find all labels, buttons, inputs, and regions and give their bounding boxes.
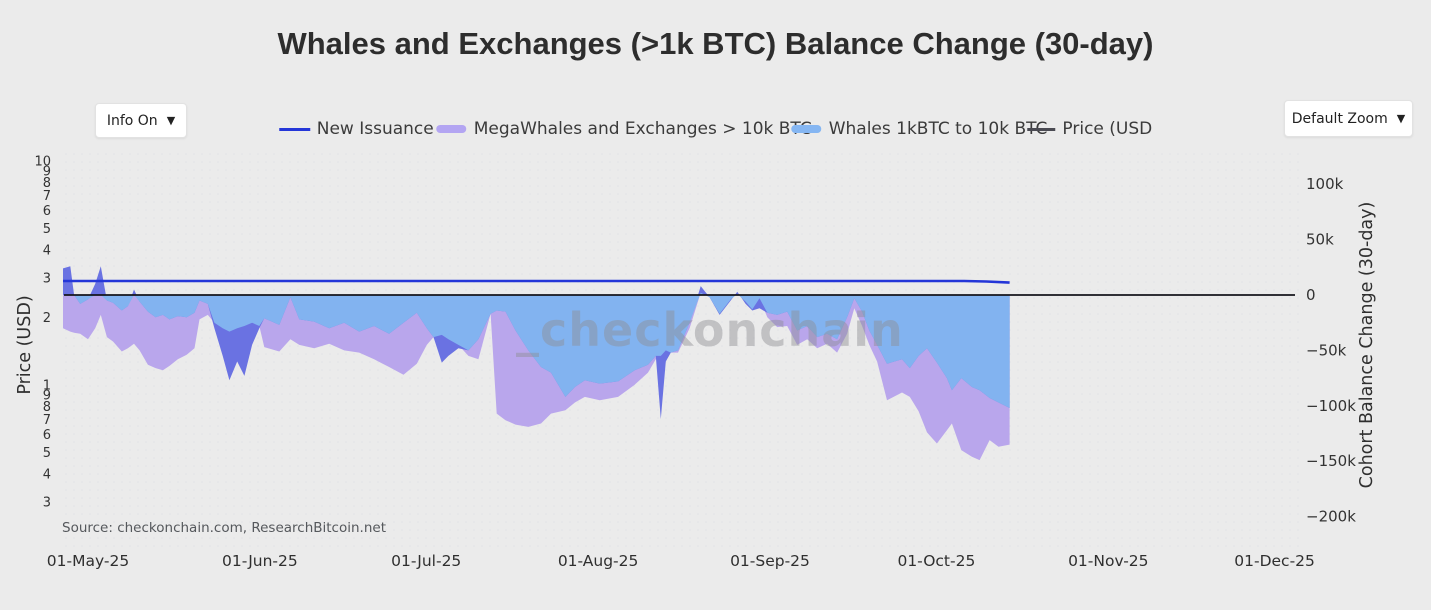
left-axis-tick-label: 1: [43, 379, 51, 394]
left-axis-tick-label: 3: [43, 496, 51, 511]
right-axis-tick-label: 0: [1306, 286, 1316, 304]
page-title: Whales and Exchanges (>1k BTC) Balance C…: [277, 26, 1154, 61]
right-axis-tick-label: 100k: [1306, 175, 1344, 193]
right-axis-tick-label: 50k: [1306, 231, 1334, 249]
left-axis-tick-label: 2: [43, 311, 51, 326]
x-axis-tick-label: 01-Jun-25: [222, 552, 298, 570]
legend-item-price[interactable]: Price (USD: [1027, 119, 1153, 139]
left-axis-tick-label: 10: [34, 155, 51, 170]
left-axis-tick-label: 7: [43, 413, 51, 428]
x-axis-tick-label: 01-Jul-25: [391, 552, 461, 570]
x-axis-tick-label: 01-Aug-25: [558, 552, 639, 570]
right-axis-tick-label: −150k: [1306, 452, 1356, 470]
left-axis-tick-label: 5: [43, 446, 51, 461]
legend-label: MegaWhales and Exchanges > 10k BTC: [473, 119, 812, 139]
legend-item-whales[interactable]: Whales 1kBTC to 10k BTC: [791, 119, 1048, 139]
default-zoom-label: Default Zoom: [1291, 110, 1388, 127]
x-axis-tick-label: 01-Nov-25: [1068, 552, 1148, 570]
left-axis-tick-label: 6: [43, 428, 51, 443]
x-axis-tick-label: 01-Dec-25: [1234, 552, 1315, 570]
x-axis-tick-label: 01-May-25: [47, 552, 129, 570]
left-axis-tick-label: 4: [43, 468, 51, 483]
legend-swatch-price-line-icon: [1027, 127, 1056, 131]
left-axis-tick-label: 7: [43, 189, 51, 204]
chevron-down-icon: ▼: [166, 114, 176, 127]
legend-label: Price (USD: [1062, 119, 1153, 139]
legend-label: New Issuance: [316, 119, 434, 139]
left-axis-tick-label: 9: [43, 389, 51, 404]
left-axis-tick-label: 6: [43, 204, 51, 219]
left-axis-tick-label: 3: [43, 272, 51, 287]
left-axis-tick-label: 9: [43, 165, 51, 180]
legend-item-new-issuance[interactable]: New Issuance: [278, 119, 434, 139]
info-toggle-button[interactable]: Info On ▼: [95, 103, 187, 138]
new-issuance-line: [63, 279, 1010, 284]
legend-label: Whales 1kBTC to 10k BTC: [828, 119, 1048, 139]
right-axis-title: Cohort Balance Change (30-day): [1357, 202, 1377, 489]
left-axis-title: Price (USD): [15, 295, 35, 394]
right-axis-tick-label: −100k: [1306, 397, 1356, 415]
info-toggle-label: Info On: [106, 112, 158, 129]
left-axis-tick-label: 4: [43, 244, 51, 259]
left-axis-tick-label: 5: [43, 222, 51, 237]
area-megawhales: [63, 292, 1010, 461]
area-overlap: [63, 292, 1010, 408]
default-zoom-dropdown[interactable]: Default Zoom ▼: [1284, 100, 1413, 137]
legend-swatch-whales-band-icon: [791, 125, 822, 133]
right-axis-tick-label: −50k: [1306, 341, 1347, 359]
left-axis-tick-label: 8: [43, 400, 51, 415]
legend-swatch-new-issuance-line-icon: [278, 127, 310, 131]
source-note: Source: checkonchain.com, ResearchBitcoi…: [62, 520, 386, 536]
chevron-down-icon: ▼: [1396, 112, 1406, 125]
chart-legend: New Issuance MegaWhales and Exchanges > …: [278, 119, 1153, 139]
x-axis-tick-label: 01-Oct-25: [897, 552, 975, 570]
plot-area-background: [62, 150, 1299, 548]
left-axis-tick-label: 8: [43, 176, 51, 191]
legend-item-megawhales[interactable]: MegaWhales and Exchanges > 10k BTC: [434, 119, 812, 139]
legend-swatch-megawhales-band-icon: [436, 125, 467, 133]
right-axis-tick-label: −200k: [1306, 508, 1356, 526]
x-axis-tick-label: 01-Sep-25: [730, 552, 810, 570]
